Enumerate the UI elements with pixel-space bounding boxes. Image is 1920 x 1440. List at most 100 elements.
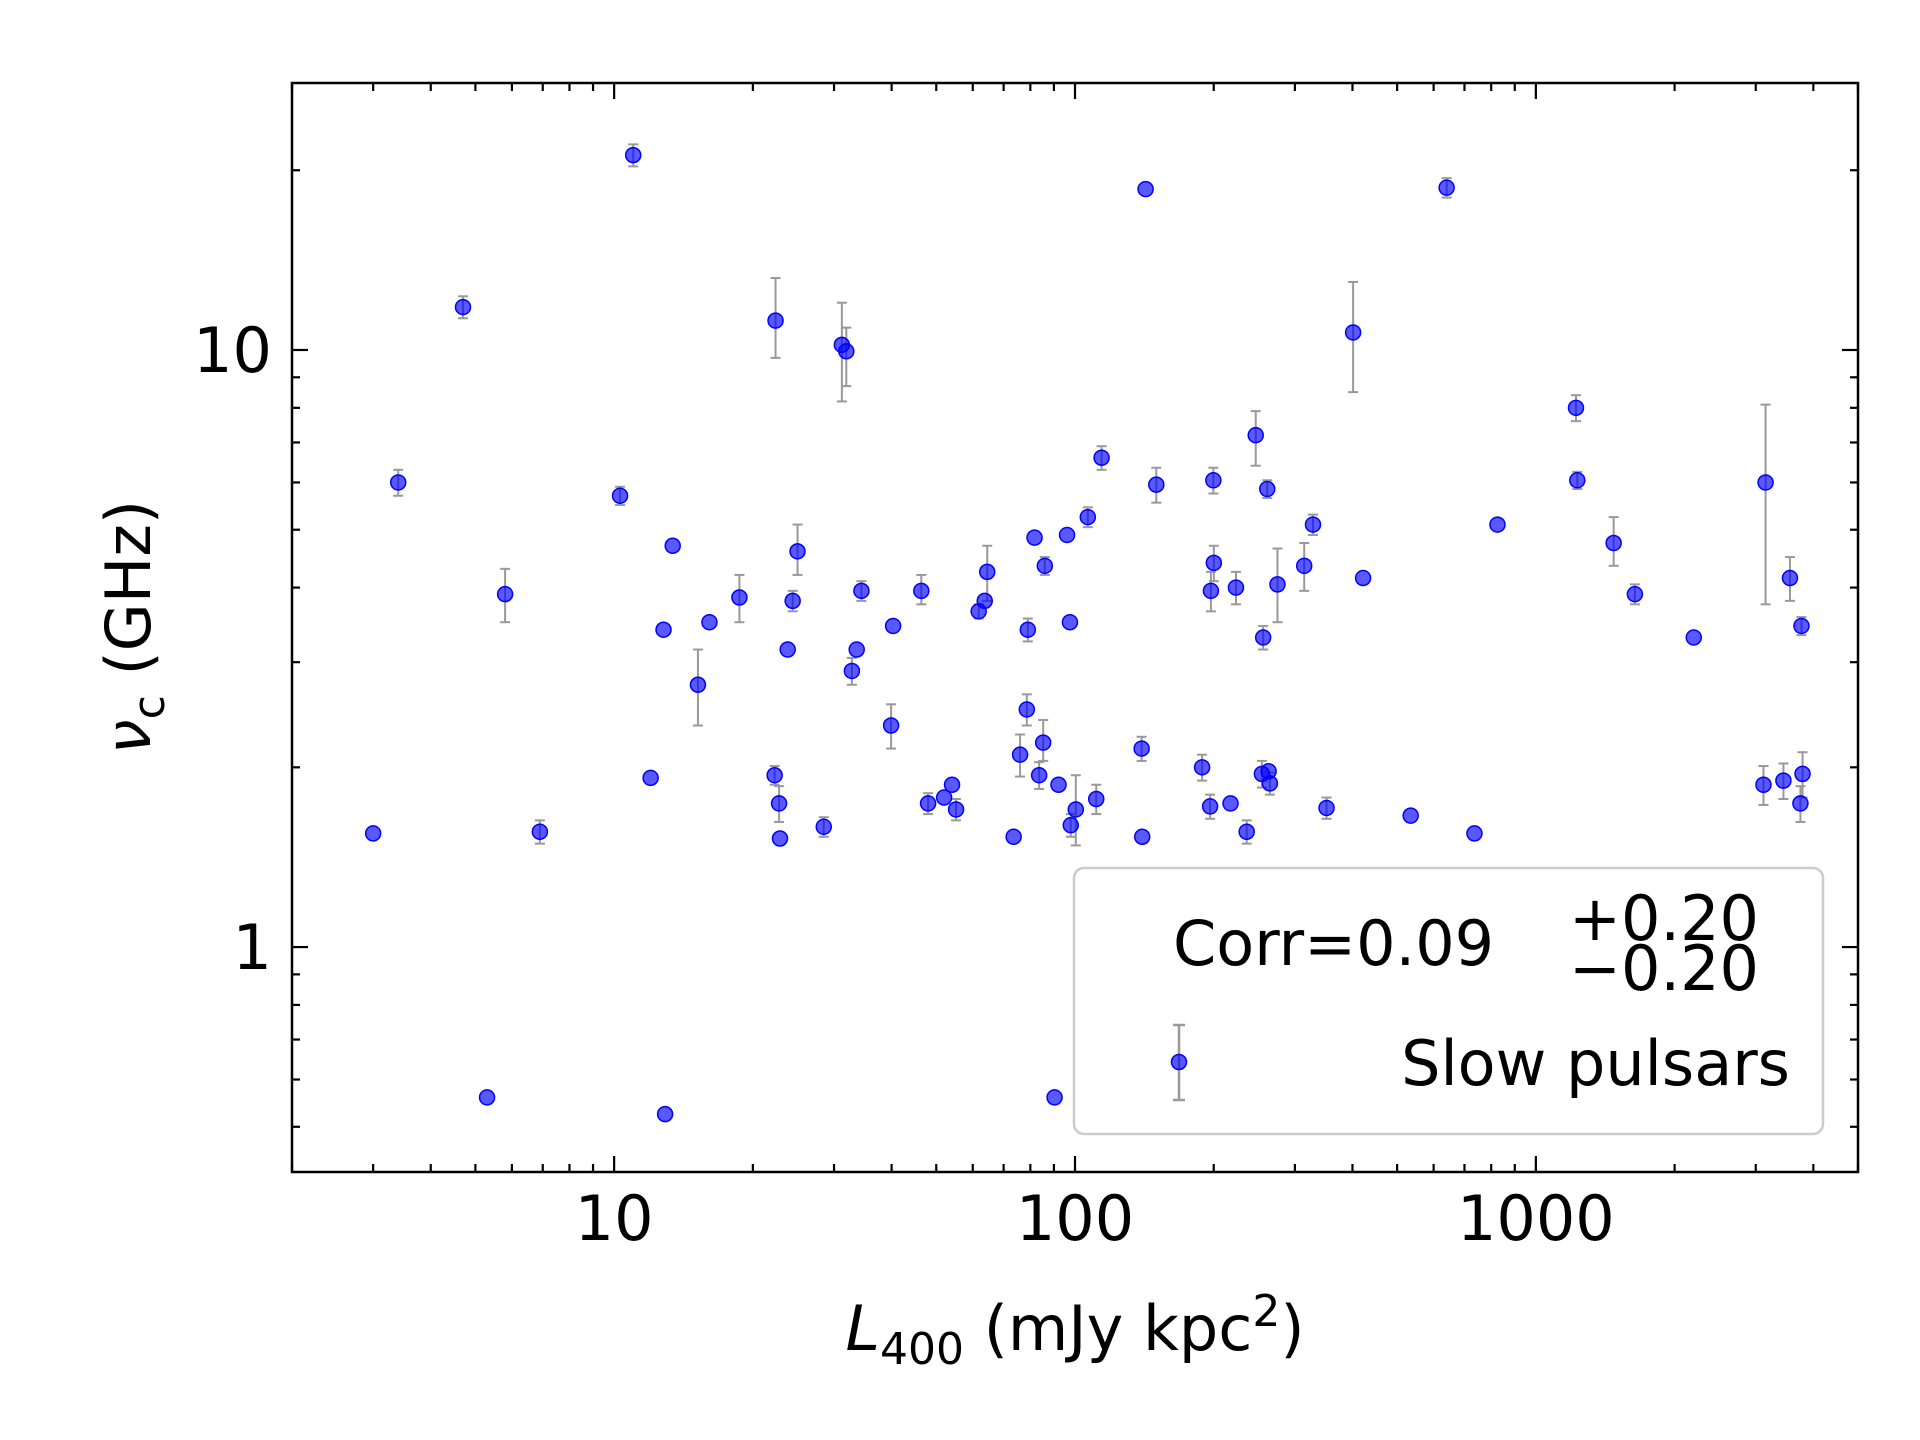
data-point — [531, 823, 549, 840]
data-point — [1254, 629, 1272, 646]
data-point — [766, 766, 783, 784]
y-tick-label: 10 — [193, 314, 272, 387]
data-point — [642, 769, 659, 787]
data-point — [656, 1105, 674, 1123]
data-point — [1030, 766, 1048, 784]
data-point — [1238, 823, 1255, 840]
data-point — [1061, 613, 1079, 631]
data-point — [848, 641, 865, 658]
data-point — [1148, 476, 1165, 493]
data-point — [1034, 734, 1052, 751]
data-point — [882, 717, 900, 734]
data-point — [1093, 449, 1110, 466]
data-point — [1304, 516, 1322, 533]
data-point — [784, 592, 801, 610]
data-point — [767, 312, 784, 329]
legend-correlation-value: Corr=0.09 — [1173, 907, 1494, 980]
y-axis-label: νc (GHz) — [92, 500, 175, 754]
data-point — [1133, 828, 1151, 846]
error-bars — [393, 143, 1808, 847]
data-point — [1046, 1089, 1063, 1106]
data-point — [838, 343, 855, 360]
data-point — [1269, 576, 1286, 593]
data-point — [1318, 799, 1335, 817]
data-point — [1354, 569, 1372, 587]
data-point — [611, 487, 629, 504]
data-point — [364, 825, 382, 842]
data-point — [1058, 526, 1076, 544]
data-point — [1133, 740, 1150, 757]
data-point — [1050, 776, 1067, 793]
x-axis-label-subscript: 400 — [880, 1324, 964, 1375]
data-point — [770, 795, 788, 812]
y-axis-label-main: ν — [92, 719, 165, 754]
data-point — [1067, 801, 1085, 818]
data-point — [779, 641, 796, 658]
data-point — [1295, 557, 1313, 575]
data-point — [1438, 179, 1455, 196]
data-point — [1794, 765, 1811, 783]
data-point — [1227, 579, 1245, 596]
data-point — [655, 621, 672, 638]
data-point — [947, 801, 965, 818]
data-point — [843, 662, 861, 680]
data-point — [1685, 629, 1703, 646]
data-point — [815, 818, 833, 836]
legend-marker — [1170, 1053, 1188, 1071]
data-point — [701, 613, 718, 631]
data-point — [1605, 534, 1622, 552]
data-point — [389, 474, 407, 491]
data-point — [1087, 790, 1105, 808]
data-point — [1137, 180, 1154, 198]
data-point — [943, 776, 961, 793]
data-point — [478, 1089, 496, 1106]
data-point — [1019, 621, 1037, 638]
x-axis-label-end: ) — [1280, 1292, 1304, 1365]
data-point — [689, 676, 707, 693]
data-point — [1775, 772, 1792, 789]
x-axis-label-main: L — [845, 1292, 880, 1365]
data-point — [1344, 324, 1362, 341]
x-axis-label-superscript: 2 — [1252, 1286, 1280, 1337]
data-point — [1793, 617, 1810, 635]
data-point — [1202, 582, 1220, 600]
data-point — [1079, 508, 1097, 526]
data-point — [1569, 472, 1586, 489]
y-axis-label-subscript: c — [124, 695, 175, 719]
x-tick-labels: 10 100 1000 — [575, 1182, 1615, 1255]
data-point — [1205, 472, 1222, 489]
legend-correlation: Corr=0.09 — [1173, 907, 1494, 980]
legend-box — [1072, 866, 1825, 1136]
data-point — [1757, 474, 1774, 491]
data-point — [1201, 798, 1219, 815]
data-point — [913, 582, 930, 600]
data-point — [884, 617, 902, 635]
data-point — [731, 589, 748, 606]
data-point — [853, 582, 870, 600]
legend-correlation-lower: −0.20 — [1569, 932, 1759, 1005]
data-point — [1062, 816, 1080, 834]
data-point — [1011, 746, 1029, 763]
data-point — [789, 543, 806, 560]
x-tick-label: 10 — [575, 1182, 654, 1255]
data-point — [1193, 759, 1211, 776]
legend-correlation-upper: +0.20 — [1569, 882, 1759, 955]
data-point — [771, 830, 789, 847]
data-point — [1026, 529, 1043, 546]
x-axis-label: L400 (mJy kpc2) — [845, 1286, 1304, 1375]
data-point — [919, 795, 937, 812]
y-axis-label-unit: (GHz) — [92, 500, 165, 695]
x-tick-label: 100 — [1016, 1182, 1134, 1255]
data-point — [1005, 828, 1022, 846]
data-point — [1247, 426, 1264, 444]
data-point — [1466, 825, 1483, 842]
data-point — [1567, 399, 1585, 417]
plot-frame — [290, 81, 1860, 1174]
data-point — [1222, 795, 1239, 812]
x-tick-label: 1000 — [1457, 1182, 1615, 1255]
data-point — [1036, 557, 1054, 575]
data-point — [624, 146, 642, 164]
data-point — [1258, 480, 1276, 498]
data-point — [1402, 807, 1419, 824]
